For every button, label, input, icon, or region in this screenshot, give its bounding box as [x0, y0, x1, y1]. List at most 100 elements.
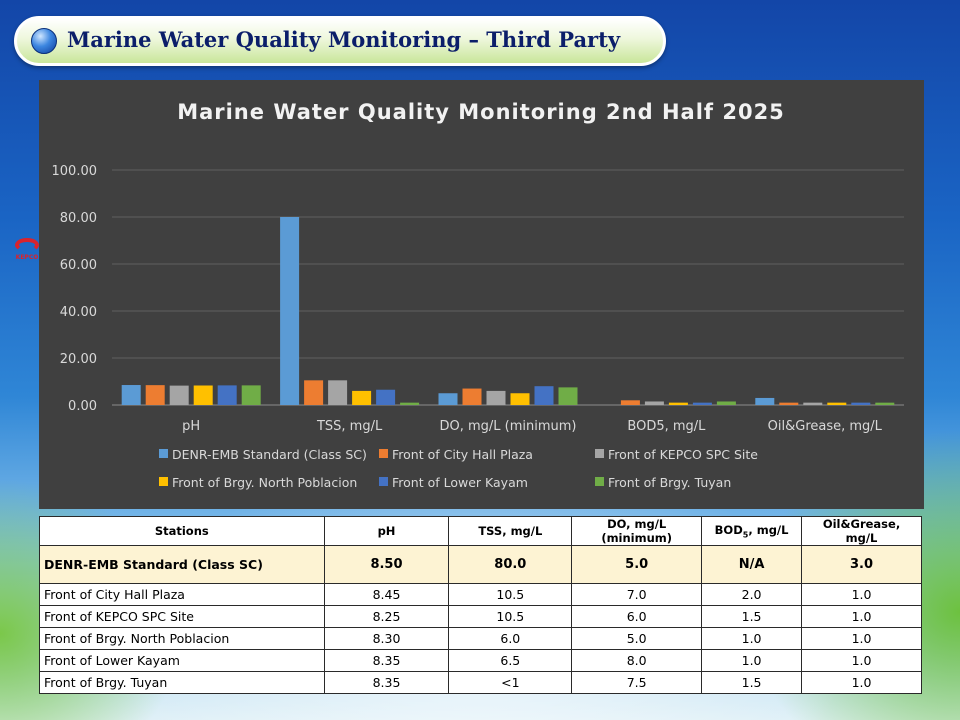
ph-value: 8.25 [323, 605, 450, 628]
do-value: 5.0 [571, 627, 703, 650]
y-tick-label: 40.00 [60, 305, 97, 320]
ph-value: 8.35 [323, 649, 450, 672]
do-value: 7.0 [571, 583, 703, 606]
kepco-logo: KEPCO [12, 238, 42, 274]
y-tick-label: 100.00 [52, 164, 98, 179]
bar [280, 217, 300, 405]
ph-value: 8.35 [323, 671, 450, 694]
chart-legend: DENR-EMB Standard (Class SC) Front of Cit… [159, 447, 758, 490]
table-row: Front of Brgy. Tuyan 8.35 <1 7.5 1.5 1.0 [39, 671, 922, 694]
chart-x-axis: pH TSS, mg/L DO, mg/L (minimum) BOD5, mg/L O… [182, 419, 883, 434]
bar [304, 380, 324, 405]
table-row: Front of City Hall Plaza 8.45 10.5 7.0 2… [39, 583, 922, 606]
tss-value: 6.5 [448, 649, 573, 672]
legend-label: Front of City Hall Plaza [392, 447, 533, 462]
x-tick-label: DO, mg/L (minimum) [439, 419, 576, 434]
do-value: 8.0 [571, 649, 703, 672]
bar [851, 402, 871, 405]
table-row: Front of Lower Kayam 8.35 6.5 8.0 1.0 1.… [39, 649, 922, 672]
bar [803, 402, 823, 405]
header-ph: pH [323, 516, 450, 546]
bar [400, 402, 420, 405]
bullet-orb-icon [31, 28, 57, 54]
y-tick-label: 60.00 [60, 258, 97, 273]
y-tick-label: 20.00 [60, 352, 97, 367]
bar [486, 390, 506, 405]
legend-swatch [159, 449, 168, 458]
chart-bars [121, 217, 895, 405]
station-name: Front of Brgy. Tuyan [39, 671, 325, 694]
water-quality-table: Stations pH TSS, mg/L DO, mg/L (minimum)… [39, 516, 922, 694]
legend-label: Front of Lower Kayam [392, 475, 528, 490]
kepco-logo-mark-icon [15, 238, 39, 252]
x-tick-label: BOD5, mg/L [627, 419, 706, 434]
bar [145, 385, 165, 405]
bar [716, 401, 736, 405]
tss-value: 10.5 [448, 605, 573, 628]
oil-grease-value: 3.0 [801, 545, 922, 584]
legend-swatch [595, 449, 604, 458]
oil-grease-value: 1.0 [801, 605, 922, 628]
chart-title: Marine Water Quality Monitoring 2nd Half… [177, 100, 785, 124]
table-row: Front of KEPCO SPC Site 8.25 10.5 6.0 1.… [39, 605, 922, 628]
y-tick-label: 0.00 [68, 399, 97, 414]
station-name: Front of City Hall Plaza [39, 583, 325, 606]
oil-grease-value: 1.0 [801, 627, 922, 650]
station-name: DENR-EMB Standard (Class SC) [39, 545, 325, 584]
legend-label: Front of Brgy. Tuyan [608, 475, 731, 490]
tss-value: <1 [448, 671, 573, 694]
ph-value: 8.30 [323, 627, 450, 650]
bar [328, 380, 348, 405]
tss-value: 6.0 [448, 627, 573, 650]
table-header-row: Stations pH TSS, mg/L DO, mg/L (minimum)… [39, 516, 922, 546]
header-oil-grease: Oil&Grease, mg/L [801, 516, 922, 546]
table-row: Front of Brgy. North Poblacion 8.30 6.0 … [39, 627, 922, 650]
station-name: Front of Lower Kayam [39, 649, 325, 672]
bar [438, 393, 458, 405]
kepco-logo-text: KEPCO [15, 254, 39, 261]
bar [692, 402, 712, 405]
bar [217, 385, 237, 405]
slide-title: Marine Water Quality Monitoring – Third … [67, 27, 621, 52]
bar [510, 393, 530, 405]
bod5-value: 1.0 [701, 627, 803, 650]
bar [376, 389, 396, 405]
do-value: 7.5 [571, 671, 703, 694]
chart-gridlines [112, 169, 904, 406]
bar [121, 385, 141, 405]
bar [875, 402, 895, 405]
header-tss: TSS, mg/L [448, 516, 573, 546]
bar [241, 385, 261, 405]
tss-value: 80.0 [448, 545, 573, 584]
legend-label: Front of Brgy. North Poblacion [172, 475, 357, 490]
bar [827, 402, 847, 405]
table-row: DENR-EMB Standard (Class SC) 8.50 80.0 5… [39, 545, 922, 584]
do-value: 6.0 [571, 605, 703, 628]
bar [534, 386, 554, 405]
bar [668, 402, 688, 405]
slide-title-banner: Marine Water Quality Monitoring – Third … [14, 16, 666, 66]
bod5-value: N/A [701, 545, 803, 584]
legend-swatch [379, 477, 388, 486]
bod5-value: 2.0 [701, 583, 803, 606]
bar [779, 402, 799, 405]
y-tick-label: 80.00 [60, 211, 97, 226]
x-tick-label: pH [182, 419, 200, 434]
station-name: Front of Brgy. North Poblacion [39, 627, 325, 650]
ph-value: 8.50 [323, 545, 450, 584]
x-tick-label: Oil&Grease, mg/L [768, 419, 883, 434]
x-tick-label: TSS, mg/L [316, 419, 383, 434]
bar [558, 387, 578, 405]
header-bod5: BOD5, mg/L [701, 516, 803, 546]
ph-value: 8.45 [323, 583, 450, 606]
bar [352, 390, 372, 405]
do-value: 5.0 [571, 545, 703, 584]
bar [644, 401, 664, 405]
bar [620, 400, 640, 405]
legend-label: DENR-EMB Standard (Class SC) [172, 447, 367, 462]
oil-grease-value: 1.0 [801, 649, 922, 672]
bar [193, 385, 213, 405]
bar [462, 388, 482, 405]
bod5-value: 1.0 [701, 649, 803, 672]
legend-label: Front of KEPCO SPC Site [608, 447, 758, 462]
